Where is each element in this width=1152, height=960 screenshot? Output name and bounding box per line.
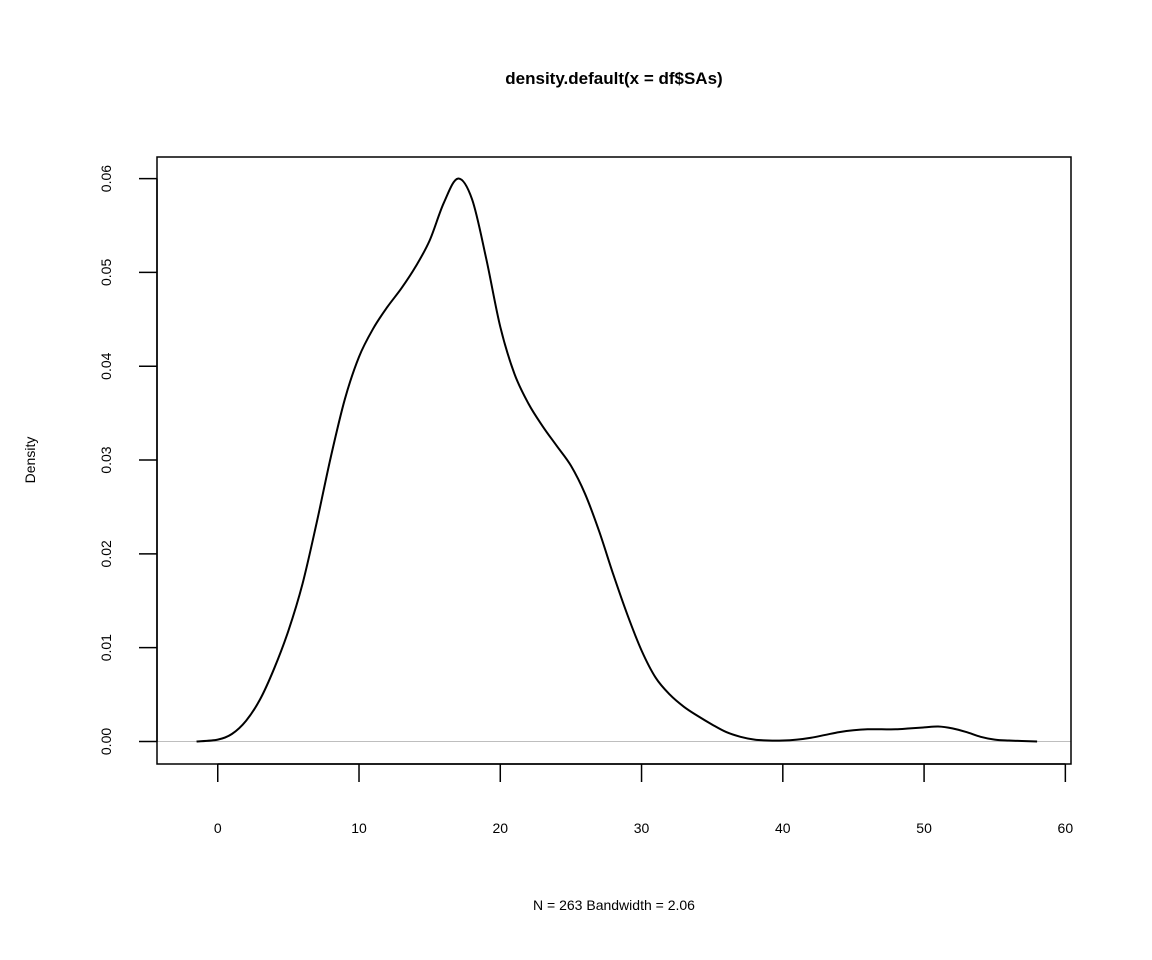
y-axis-label: Density <box>22 437 38 484</box>
y-tick-label: 0.05 <box>98 259 114 286</box>
x-tick-label: 20 <box>492 820 508 836</box>
y-tick-label: 0.01 <box>98 634 114 661</box>
plot-frame <box>156 156 1072 765</box>
x-tick-label: 0 <box>214 820 222 836</box>
y-tick-label: 0.00 <box>98 728 114 755</box>
x-tick-label: 60 <box>1058 820 1074 836</box>
y-axis-ticks <box>139 177 157 743</box>
density-curve <box>196 177 1038 743</box>
x-tick-label: 40 <box>775 820 791 836</box>
x-axis-tick-labels: 0 10 20 30 40 50 60 <box>214 820 1073 836</box>
x-axis-label: N = 263 Bandwidth = 2.06 <box>533 897 695 913</box>
y-axis-tick-labels: 0.00 0.01 0.02 0.03 0.04 0.05 0.06 <box>98 165 114 755</box>
y-tick-label: 0.03 <box>98 446 114 473</box>
x-tick-label: 30 <box>634 820 650 836</box>
x-axis-ticks <box>216 764 1067 782</box>
y-tick-label: 0.02 <box>98 540 114 567</box>
chart-title: density.default(x = df$SAs) <box>505 69 722 88</box>
y-tick-label: 0.04 <box>98 352 114 379</box>
y-tick-label: 0.06 <box>98 165 114 192</box>
x-tick-label: 10 <box>351 820 367 836</box>
x-tick-label: 50 <box>916 820 932 836</box>
